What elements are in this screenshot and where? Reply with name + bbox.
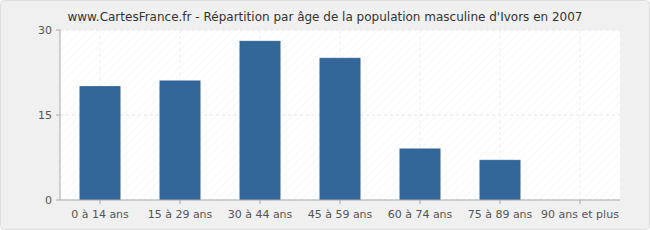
y-tick — [56, 115, 60, 116]
x-tick-label: 45 à 59 ans — [308, 208, 373, 221]
x-tick — [180, 200, 181, 204]
y-tick — [56, 30, 60, 31]
y-tick-label: 30 — [38, 24, 52, 37]
y-tick-label: 0 — [45, 194, 52, 207]
y-tick — [56, 200, 60, 201]
bars — [80, 41, 520, 200]
bar — [160, 81, 200, 200]
x-tick — [260, 200, 261, 204]
y-tick-label: 15 — [38, 109, 52, 122]
x-tick — [420, 200, 421, 204]
x-tick — [580, 200, 581, 204]
x-tick-label: 90 ans et plus — [541, 208, 619, 221]
x-tick-label: 0 à 14 ans — [71, 208, 129, 221]
bar — [240, 41, 280, 200]
x-tick — [340, 200, 341, 204]
x-tick-label: 60 à 74 ans — [388, 208, 453, 221]
bar — [400, 149, 440, 200]
x-tick-label: 75 à 89 ans — [468, 208, 533, 221]
bar — [480, 160, 520, 200]
background — [1, 1, 650, 230]
x-tick-label: 15 à 29 ans — [148, 208, 213, 221]
grid-line-x — [580, 30, 581, 200]
bar — [320, 58, 360, 200]
plot-area — [60, 30, 620, 200]
title: www.CartesFrance.fr - Répartition par âg… — [67, 10, 582, 24]
bar — [80, 87, 120, 200]
x-tick-label: 30 à 44 ans — [228, 208, 293, 221]
plot-hatch — [60, 30, 620, 200]
chart: 0 15 30 0 à 14 ans 15 à 29 ans 30 à 44 ans 45 … — [0, 0, 650, 230]
chart-container: 0 15 30 0 à 14 ans 15 à 29 ans 30 à 44 ans 45 … — [0, 0, 650, 230]
x-tick — [500, 200, 501, 204]
x-tick — [100, 200, 101, 204]
